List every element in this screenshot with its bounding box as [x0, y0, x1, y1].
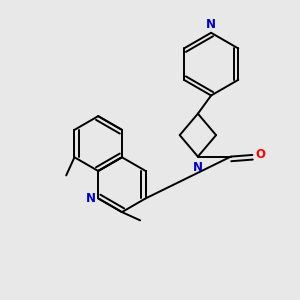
Text: O: O: [256, 148, 266, 161]
Text: N: N: [206, 18, 216, 31]
Text: N: N: [85, 192, 95, 205]
Text: N: N: [193, 160, 203, 174]
